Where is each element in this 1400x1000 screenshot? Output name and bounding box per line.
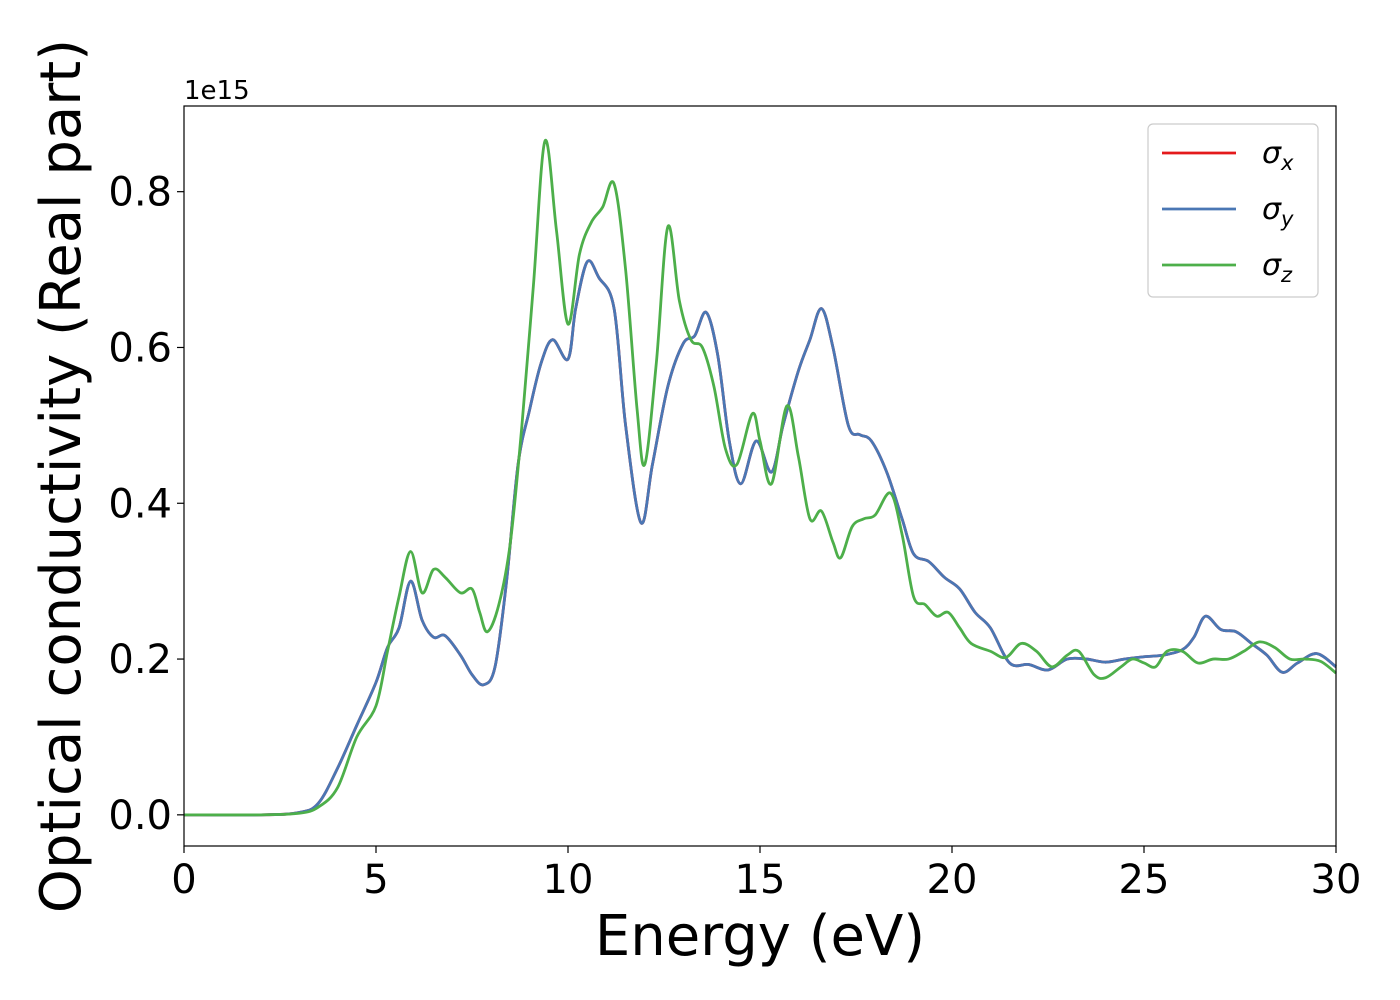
x-tick-label: 0: [171, 857, 196, 903]
x-tick-label: 5: [363, 857, 388, 903]
x-tick-label: 15: [735, 857, 786, 903]
x-axis-label: Energy (eV): [595, 904, 925, 969]
y-axis-ticks: 0.0 0.2 0.4 0.6 0.8: [108, 170, 184, 839]
x-tick-label: 25: [1119, 857, 1170, 903]
y-tick-label: 0.6: [108, 325, 172, 371]
series-lines: [183, 138, 1337, 817]
legend-label-z: σz: [1262, 248, 1293, 287]
legend-label-y: σy: [1262, 192, 1294, 231]
x-tick-label: 20: [927, 857, 978, 903]
y-tick-label: 0.4: [108, 481, 172, 527]
legend-label-x: σx: [1262, 136, 1294, 175]
x-tick-label: 30: [1311, 857, 1362, 903]
x-axis-ticks: 0 5 10 15 20 25 30: [171, 846, 1361, 903]
legend: σx σy σz: [1147, 123, 1319, 298]
legend-box: [1147, 123, 1319, 298]
y-tick-label: 0.2: [108, 637, 172, 683]
plot-area: [184, 106, 1336, 846]
series-line-z: [183, 138, 1337, 817]
y-tick-label: 0.8: [108, 170, 172, 216]
y-offset-label: 1e15: [184, 76, 250, 106]
y-axis-label: Optical conductivity (Real part): [29, 39, 94, 913]
x-tick-label: 10: [543, 857, 594, 903]
y-tick-label: 0.0: [108, 793, 172, 839]
